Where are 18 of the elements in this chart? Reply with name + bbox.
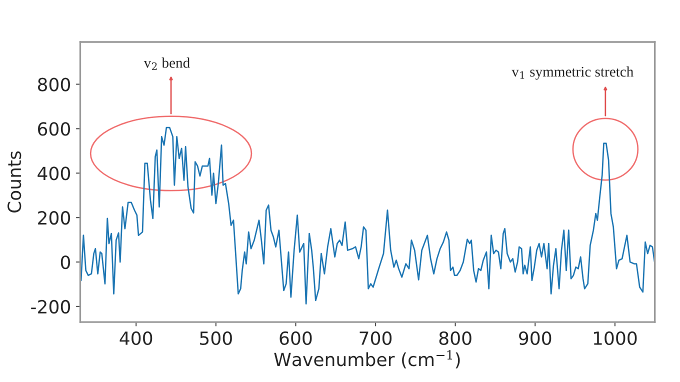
x-axis-title: Wavenumber (cm$^{−1}$) — [274, 350, 460, 368]
annotation: v$_{2}$ bend — [144, 58, 190, 70]
y-tick-label: 800 — [38, 78, 70, 92]
y-tick-label: -200 — [31, 300, 70, 314]
y-tick-label: 400 — [38, 166, 70, 180]
x-tick-label: 700 — [360, 331, 392, 346]
x-tick-label: 500 — [200, 331, 232, 346]
line-series — [80, 126, 655, 304]
y-tick-label: 200 — [38, 211, 70, 225]
y-axis-title: Counts — [8, 151, 22, 213]
x-tick-label: 900 — [519, 331, 552, 346]
x-tick-label: 400 — [120, 331, 152, 346]
annotation: v$_{1}$ symmetric stretch — [512, 66, 634, 80]
x-tick-label: 800 — [439, 331, 472, 346]
y-tick-label: 600 — [38, 122, 70, 136]
x-tick-label: 600 — [280, 331, 312, 346]
y-tick-label: 0 — [60, 255, 70, 270]
x-tick-label: 1000 — [594, 331, 637, 346]
